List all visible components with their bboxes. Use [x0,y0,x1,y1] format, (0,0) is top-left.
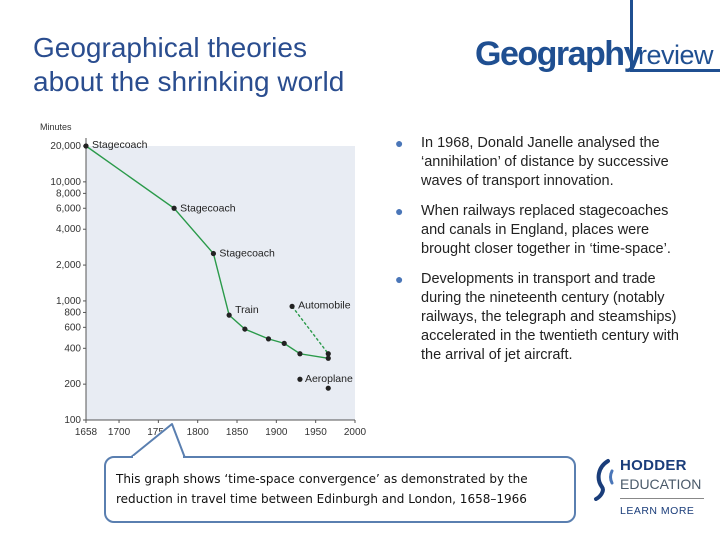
annotation-label: Stagecoach [92,139,148,151]
x-tick-label: 1658 [75,427,98,438]
data-point [297,351,303,357]
hodder-divider [620,498,704,499]
bullet-item: ● Developments in transport and trade du… [392,270,692,365]
y-tick-label: 1,000 [56,296,81,307]
data-point [265,336,272,342]
slide-title: Geographical theories about the shrinkin… [33,31,433,99]
caption-text: This graph shows ‘time-space convergence… [116,472,528,506]
caption-callout: This graph shows ‘time-space convergence… [104,456,576,523]
title-line-1: Geographical theories [33,32,307,63]
bullet-item: ● When railways replaced stagecoaches an… [392,202,692,259]
x-tick-label: 2000 [344,427,367,438]
data-point [226,312,232,318]
bullet-dot-icon: ● [395,271,404,287]
y-tick-label: 400 [64,343,81,354]
bullet-text: When railways replaced stagecoaches and … [421,203,671,257]
bullet-text: In 1968, Donald Janelle analysed the ‘an… [421,135,669,189]
data-point [325,385,331,391]
hodder-swirl-icon [594,459,614,501]
title-line-2: about the shrinking world [33,66,345,97]
x-tick-label: 1850 [226,427,249,438]
logo-bar [630,0,633,72]
y-tick-label: 100 [64,415,81,426]
data-point [210,250,217,257]
bullet-dot-icon: ● [395,135,404,151]
logo-underline [630,69,720,72]
data-point [325,355,331,361]
bullet-text: Developments in transport and trade duri… [421,271,679,363]
x-tick-label: 1700 [108,427,131,438]
data-point [289,303,295,309]
data-point [242,326,248,332]
data-point [83,143,89,149]
bullet-item: ● In 1968, Donald Janelle analysed the ‘… [392,134,692,191]
data-point [281,340,287,346]
annotation-label: Automobile [298,299,351,311]
x-tick-label: 1900 [265,427,288,438]
hodder-name: HODDER [620,457,687,474]
data-point [297,376,303,382]
logo-word-review: review [638,40,714,70]
geography-review-logo: Geography review [470,0,720,80]
annotation-label: Train [235,304,259,316]
y-tick-label: 10,000 [50,177,81,188]
y-tick-label: 6,000 [56,203,81,214]
y-axis-label: Minutes [40,122,72,132]
y-tick-label: 600 [64,322,81,333]
y-tick-label: 200 [64,379,81,390]
hodder-sub: EDUCATION [620,476,702,492]
x-tick-label: 1800 [187,427,210,438]
annotation-label: Stagecoach [180,202,236,214]
annotation-label: Stagecoach [219,248,275,260]
bullet-dot-icon: ● [395,203,404,219]
x-tick-label: 1950 [305,427,328,438]
y-tick-label: 800 [64,307,81,318]
y-tick-label: 2,000 [56,260,81,271]
data-point [171,205,177,211]
bullet-list: ● In 1968, Donald Janelle analysed the ‘… [392,134,692,376]
y-tick-label: 20,000 [50,141,81,152]
data-point [325,351,331,357]
hodder-tagline: LEARN MORE [620,505,695,517]
logo-word-geography: Geography [475,35,642,73]
annotation-label: Aeroplane [305,373,353,385]
y-tick-label: 8,000 [56,188,81,199]
y-tick-label: 4,000 [56,224,81,235]
hodder-education-logo: HODDER EDUCATION LEARN MORE [590,455,720,525]
x-tick-label: 1750 [147,427,170,438]
